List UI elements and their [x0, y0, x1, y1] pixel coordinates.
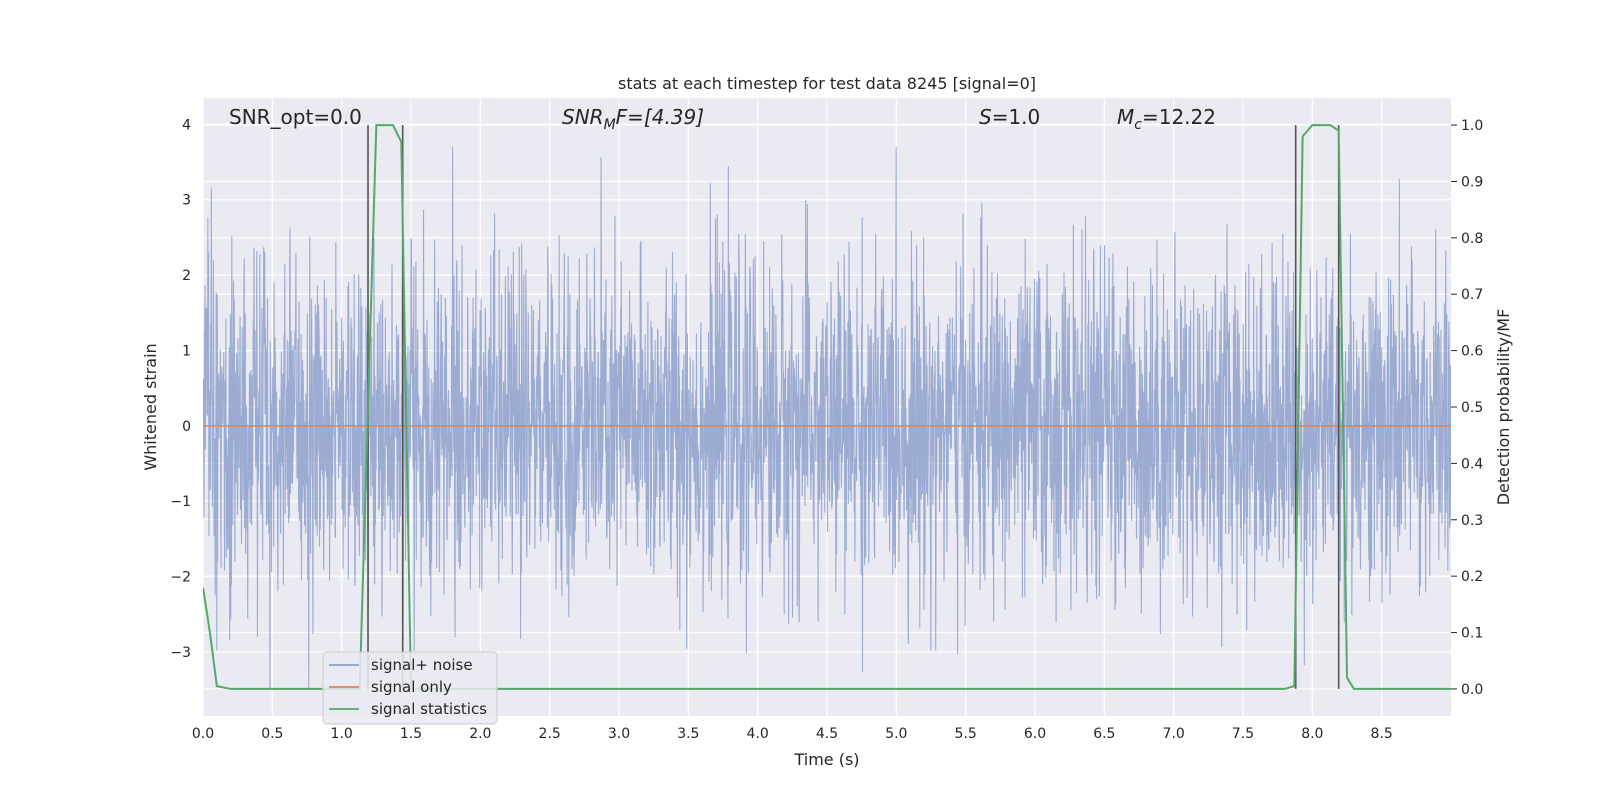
legend-label-noise: signal+ noise — [371, 656, 473, 674]
noise-series — [203, 146, 1451, 690]
x-tick-label: 8.5 — [1371, 726, 1393, 742]
s-annotation: S=1.0 — [979, 105, 1040, 129]
y-right-tick-label: 1.0 — [1461, 118, 1483, 134]
chart-title: stats at each timestep for test data 824… — [618, 74, 1036, 93]
x-tick-label: 3.0 — [608, 726, 630, 742]
legend-label-stats: signal statistics — [371, 700, 487, 718]
x-tick-label: 3.5 — [677, 726, 699, 742]
y-right-tick-label: 0.5 — [1461, 400, 1483, 416]
y-right-axis-ticks: 0.0 0.1 0.2 0.3 0.4 0.5 0.6 0.7 0.8 0.9 1.0 — [1451, 118, 1483, 698]
x-tick-label: 0.5 — [261, 726, 283, 742]
x-tick-label: 5.5 — [955, 726, 977, 742]
y-right-tick-label: 0.2 — [1461, 569, 1483, 585]
snr-mf-main: SNR — [562, 105, 604, 129]
y-left-tick-label: −2 — [170, 570, 191, 586]
y-left-tick-label: −1 — [170, 494, 191, 510]
y-right-axis-label: Detection probability/MF — [1494, 309, 1513, 506]
x-tick-label: 0.0 — [192, 726, 214, 742]
x-tick-label: 6.5 — [1093, 726, 1115, 742]
y-left-tick-label: 0 — [182, 419, 191, 435]
mc-annotation: Mc=12.22 — [1117, 105, 1216, 133]
x-axis-label: Time (s) — [793, 750, 859, 769]
y-left-axis-label: Whitened strain — [141, 343, 160, 470]
y-right-tick-label: 0.9 — [1461, 174, 1483, 190]
s-tail: =1.0 — [992, 105, 1041, 129]
x-tick-label: 2.0 — [469, 726, 491, 742]
x-tick-label: 7.0 — [1163, 726, 1185, 742]
y-left-tick-label: 3 — [182, 193, 191, 209]
x-tick-label: 5.0 — [885, 726, 907, 742]
y-right-tick-label: 0.7 — [1461, 287, 1483, 303]
y-right-tick-label: 0.1 — [1461, 626, 1483, 642]
legend-label-signal: signal only — [371, 678, 452, 696]
y-left-tick-label: 2 — [182, 268, 191, 284]
noise-line — [203, 146, 1451, 690]
y-right-tick-label: 0.8 — [1461, 231, 1483, 247]
x-tick-label: 4.5 — [816, 726, 838, 742]
y-left-tick-label: −3 — [170, 645, 191, 661]
y-left-axis-ticks: −3 −2 −1 0 1 2 3 4 — [170, 117, 191, 661]
legend-box — [322, 651, 498, 725]
mc-main: M — [1117, 105, 1134, 129]
x-tick-label: 4.0 — [747, 726, 769, 742]
y-right-tick-label: 0.0 — [1461, 682, 1483, 698]
x-tick-label: 8.0 — [1301, 726, 1323, 742]
snr-mf-tail: F=[4.39] — [616, 105, 704, 129]
x-tick-label: 1.5 — [400, 726, 422, 742]
snr-opt-annotation: SNR_opt=0.0 — [229, 105, 362, 129]
x-tick-label: 1.0 — [331, 726, 353, 742]
snr-mf-annotation: SNRMF=[4.39] — [562, 105, 704, 133]
s-main: S — [979, 105, 992, 129]
snr-mf-sub: M — [604, 117, 616, 133]
y-left-tick-label: 1 — [182, 343, 191, 359]
mc-sub: c — [1134, 117, 1142, 133]
y-right-tick-label: 0.6 — [1461, 344, 1483, 360]
legend: signal+ noise signal only signal statist… — [322, 651, 498, 725]
y-right-tick-label: 0.3 — [1461, 513, 1483, 529]
x-tick-label: 7.5 — [1232, 726, 1254, 742]
y-left-tick-label: 4 — [182, 117, 191, 133]
x-axis-ticks: 0.0 0.5 1.0 1.5 2.0 2.5 3.0 3.5 4.0 4.5 5.0 5.5 6.0 6… — [192, 726, 1393, 742]
mc-tail: =12.22 — [1142, 105, 1216, 129]
y-right-tick-label: 0.4 — [1461, 456, 1483, 472]
x-tick-label: 2.5 — [539, 726, 561, 742]
x-tick-label: 6.0 — [1024, 726, 1046, 742]
